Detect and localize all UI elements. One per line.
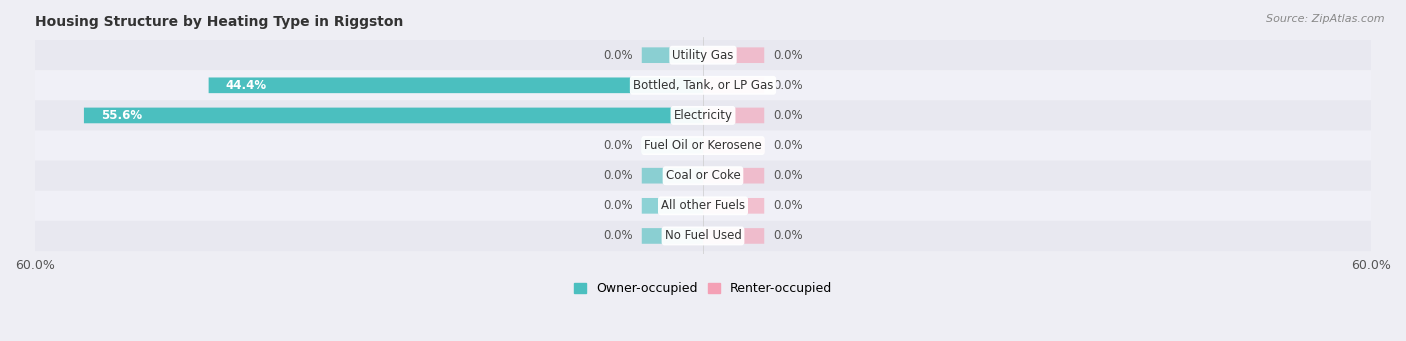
FancyBboxPatch shape (641, 198, 703, 214)
FancyBboxPatch shape (703, 138, 765, 153)
FancyBboxPatch shape (35, 100, 1371, 131)
Text: 0.0%: 0.0% (773, 139, 803, 152)
FancyBboxPatch shape (703, 228, 765, 244)
Text: Housing Structure by Heating Type in Riggston: Housing Structure by Heating Type in Rig… (35, 15, 404, 29)
Text: 0.0%: 0.0% (773, 109, 803, 122)
Text: 0.0%: 0.0% (603, 199, 633, 212)
Text: No Fuel Used: No Fuel Used (665, 229, 741, 242)
Text: Source: ZipAtlas.com: Source: ZipAtlas.com (1267, 14, 1385, 24)
FancyBboxPatch shape (35, 191, 1371, 221)
Text: Coal or Coke: Coal or Coke (665, 169, 741, 182)
FancyBboxPatch shape (703, 77, 765, 93)
Text: 0.0%: 0.0% (603, 139, 633, 152)
Text: 0.0%: 0.0% (603, 49, 633, 62)
FancyBboxPatch shape (35, 221, 1371, 251)
Text: 0.0%: 0.0% (773, 229, 803, 242)
FancyBboxPatch shape (208, 77, 703, 93)
FancyBboxPatch shape (641, 168, 703, 183)
Text: All other Fuels: All other Fuels (661, 199, 745, 212)
Text: 0.0%: 0.0% (603, 169, 633, 182)
Text: Bottled, Tank, or LP Gas: Bottled, Tank, or LP Gas (633, 79, 773, 92)
FancyBboxPatch shape (641, 47, 703, 63)
Text: Electricity: Electricity (673, 109, 733, 122)
Text: 0.0%: 0.0% (773, 79, 803, 92)
Text: 55.6%: 55.6% (101, 109, 142, 122)
Legend: Owner-occupied, Renter-occupied: Owner-occupied, Renter-occupied (574, 282, 832, 296)
FancyBboxPatch shape (35, 131, 1371, 161)
Text: 0.0%: 0.0% (773, 169, 803, 182)
FancyBboxPatch shape (35, 40, 1371, 70)
Text: 0.0%: 0.0% (603, 229, 633, 242)
FancyBboxPatch shape (641, 228, 703, 244)
Text: 0.0%: 0.0% (773, 199, 803, 212)
FancyBboxPatch shape (35, 70, 1371, 100)
FancyBboxPatch shape (703, 168, 765, 183)
FancyBboxPatch shape (84, 108, 703, 123)
FancyBboxPatch shape (703, 108, 765, 123)
Text: 44.4%: 44.4% (225, 79, 267, 92)
FancyBboxPatch shape (35, 161, 1371, 191)
FancyBboxPatch shape (641, 138, 703, 153)
Text: 0.0%: 0.0% (773, 49, 803, 62)
FancyBboxPatch shape (703, 198, 765, 214)
Text: Utility Gas: Utility Gas (672, 49, 734, 62)
Text: Fuel Oil or Kerosene: Fuel Oil or Kerosene (644, 139, 762, 152)
FancyBboxPatch shape (703, 47, 765, 63)
